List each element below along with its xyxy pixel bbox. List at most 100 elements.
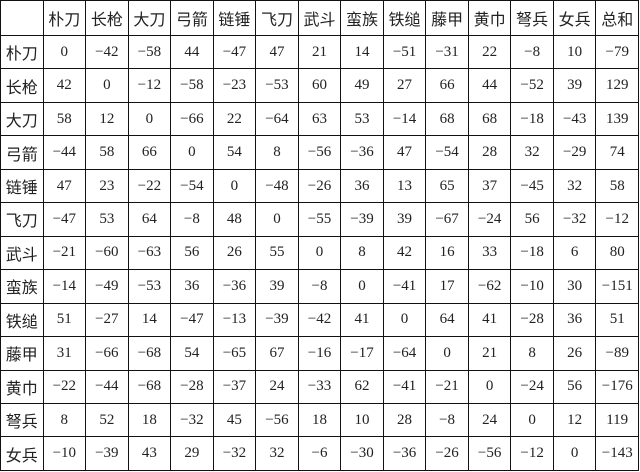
table-row: 弩兵 8 52 18 −32 45 −56 18 10 28 −8 24 0 12 119: [0, 402, 639, 438]
table-cell: 66: [127, 135, 172, 170]
table-cell: 0: [340, 269, 384, 304]
table-cell: −27: [85, 302, 129, 338]
column-header: 链锤: [212, 0, 257, 36]
row-header: 长枪: [0, 68, 44, 103]
table-cell: 8: [510, 336, 554, 371]
table-cell: −52: [510, 68, 554, 103]
table-cell: 39: [255, 269, 299, 304]
table-cell: 0: [170, 135, 214, 170]
table-cell: −12: [127, 68, 172, 103]
table-cell: −14: [382, 101, 427, 137]
table-cell: 29: [170, 436, 214, 471]
table-cell: 0: [467, 369, 512, 404]
table-cell: 56: [552, 369, 597, 404]
table-cell: −47: [170, 302, 214, 338]
table-cell: 36: [552, 302, 597, 338]
table-cell: 51: [42, 302, 87, 338]
table-cell: −32: [212, 436, 257, 471]
row-header: 大刀: [0, 101, 44, 137]
column-header: 铁缒: [382, 0, 427, 36]
table-cell: −47: [212, 34, 257, 70]
table-cell: 27: [382, 68, 427, 103]
table-cell: −26: [425, 436, 469, 471]
table-cell: −29: [552, 135, 597, 170]
table-cell: −45: [510, 168, 554, 204]
table-cell: 52: [85, 402, 129, 438]
table-cell: 67: [255, 336, 299, 371]
table-row: 蛮族 −14 −49 −53 36 −36 39 −8 0 −41 17 −62 −10 30 −151: [0, 269, 639, 304]
table-cell: −21: [42, 235, 87, 271]
table-cell: −10: [510, 269, 554, 304]
row-header: 朴刀: [0, 34, 44, 70]
table-cell: 39: [382, 202, 427, 237]
table-cell: −28: [170, 369, 214, 404]
table-cell: −8: [510, 34, 554, 70]
table-cell: −56: [467, 436, 512, 471]
total-cell: 139: [595, 101, 639, 137]
table-cell: −22: [127, 168, 172, 204]
table-cell: 0: [510, 402, 554, 438]
column-header: 飞刀: [255, 0, 299, 36]
table-cell: 10: [552, 34, 597, 70]
table-cell: −44: [85, 369, 129, 404]
table-cell: 30: [552, 269, 597, 304]
table-cell: −28: [510, 302, 554, 338]
table-cell: −54: [170, 168, 214, 204]
table-cell: 47: [255, 34, 299, 70]
table-cell: −36: [340, 135, 384, 170]
column-header: 黄巾: [467, 0, 512, 36]
row-header: 藤甲: [0, 336, 44, 371]
table-cell: 0: [255, 202, 299, 237]
table-cell: 37: [467, 168, 512, 204]
table-cell: 18: [127, 402, 172, 438]
table-cell: 39: [552, 68, 597, 103]
table-cell: −36: [212, 269, 257, 304]
table-cell: 31: [42, 336, 87, 371]
table-cell: 0: [297, 235, 342, 271]
table-cell: −8: [425, 402, 469, 438]
table-cell: −64: [382, 336, 427, 371]
table-cell: 26: [212, 235, 257, 271]
total-cell: −89: [595, 336, 639, 371]
total-cell: −151: [595, 269, 639, 304]
table-row: 女兵 −10 −39 43 29 −32 32 −6 −30 −36 −26 −56 −12 0 −143: [0, 436, 639, 471]
table-cell: 54: [212, 135, 257, 170]
table-cell: 28: [382, 402, 427, 438]
table-cell: 32: [255, 436, 299, 471]
table-cell: 58: [85, 135, 129, 170]
table-cell: −18: [510, 101, 554, 137]
table-row: 武斗 −21 −60 −63 56 26 55 0 8 42 16 33 −18 6 80: [0, 235, 639, 271]
table-cell: 55: [255, 235, 299, 271]
table-cell: −39: [85, 436, 129, 471]
table-cell: 65: [425, 168, 469, 204]
table-cell: −31: [425, 34, 469, 70]
table-cell: 62: [340, 369, 384, 404]
table-cell: −47: [42, 202, 87, 237]
table-cell: −12: [510, 436, 554, 471]
table-row: 弓箭 −44 58 66 0 54 8 −56 −36 47 −54 28 32 −29 74: [0, 135, 639, 170]
table-cell: 47: [382, 135, 427, 170]
table-cell: 53: [85, 202, 129, 237]
table-cell: −6: [297, 436, 342, 471]
column-header: 藤甲: [425, 0, 469, 36]
table-cell: 64: [425, 302, 469, 338]
table-cell: −58: [170, 68, 214, 103]
table-cell: 14: [127, 302, 172, 338]
row-header: 链锤: [0, 168, 44, 204]
column-header: 长枪: [85, 0, 129, 36]
table-cell: −44: [42, 135, 87, 170]
row-header: 蛮族: [0, 269, 44, 304]
table-cell: 48: [212, 202, 257, 237]
total-cell: 119: [595, 402, 639, 438]
table-cell: 28: [467, 135, 512, 170]
table-row: 铁缒 51 −27 14 −47 −13 −39 −42 41 0 64 41 −28 36 51: [0, 302, 639, 338]
table-cell: −56: [297, 135, 342, 170]
column-header: 女兵: [552, 0, 597, 36]
table-cell: 54: [170, 336, 214, 371]
column-header: 大刀: [127, 0, 172, 36]
total-cell: 80: [595, 235, 639, 271]
table-cell: 10: [340, 402, 384, 438]
total-cell: 51: [595, 302, 639, 338]
table-cell: 13: [382, 168, 427, 204]
table-cell: −8: [170, 202, 214, 237]
